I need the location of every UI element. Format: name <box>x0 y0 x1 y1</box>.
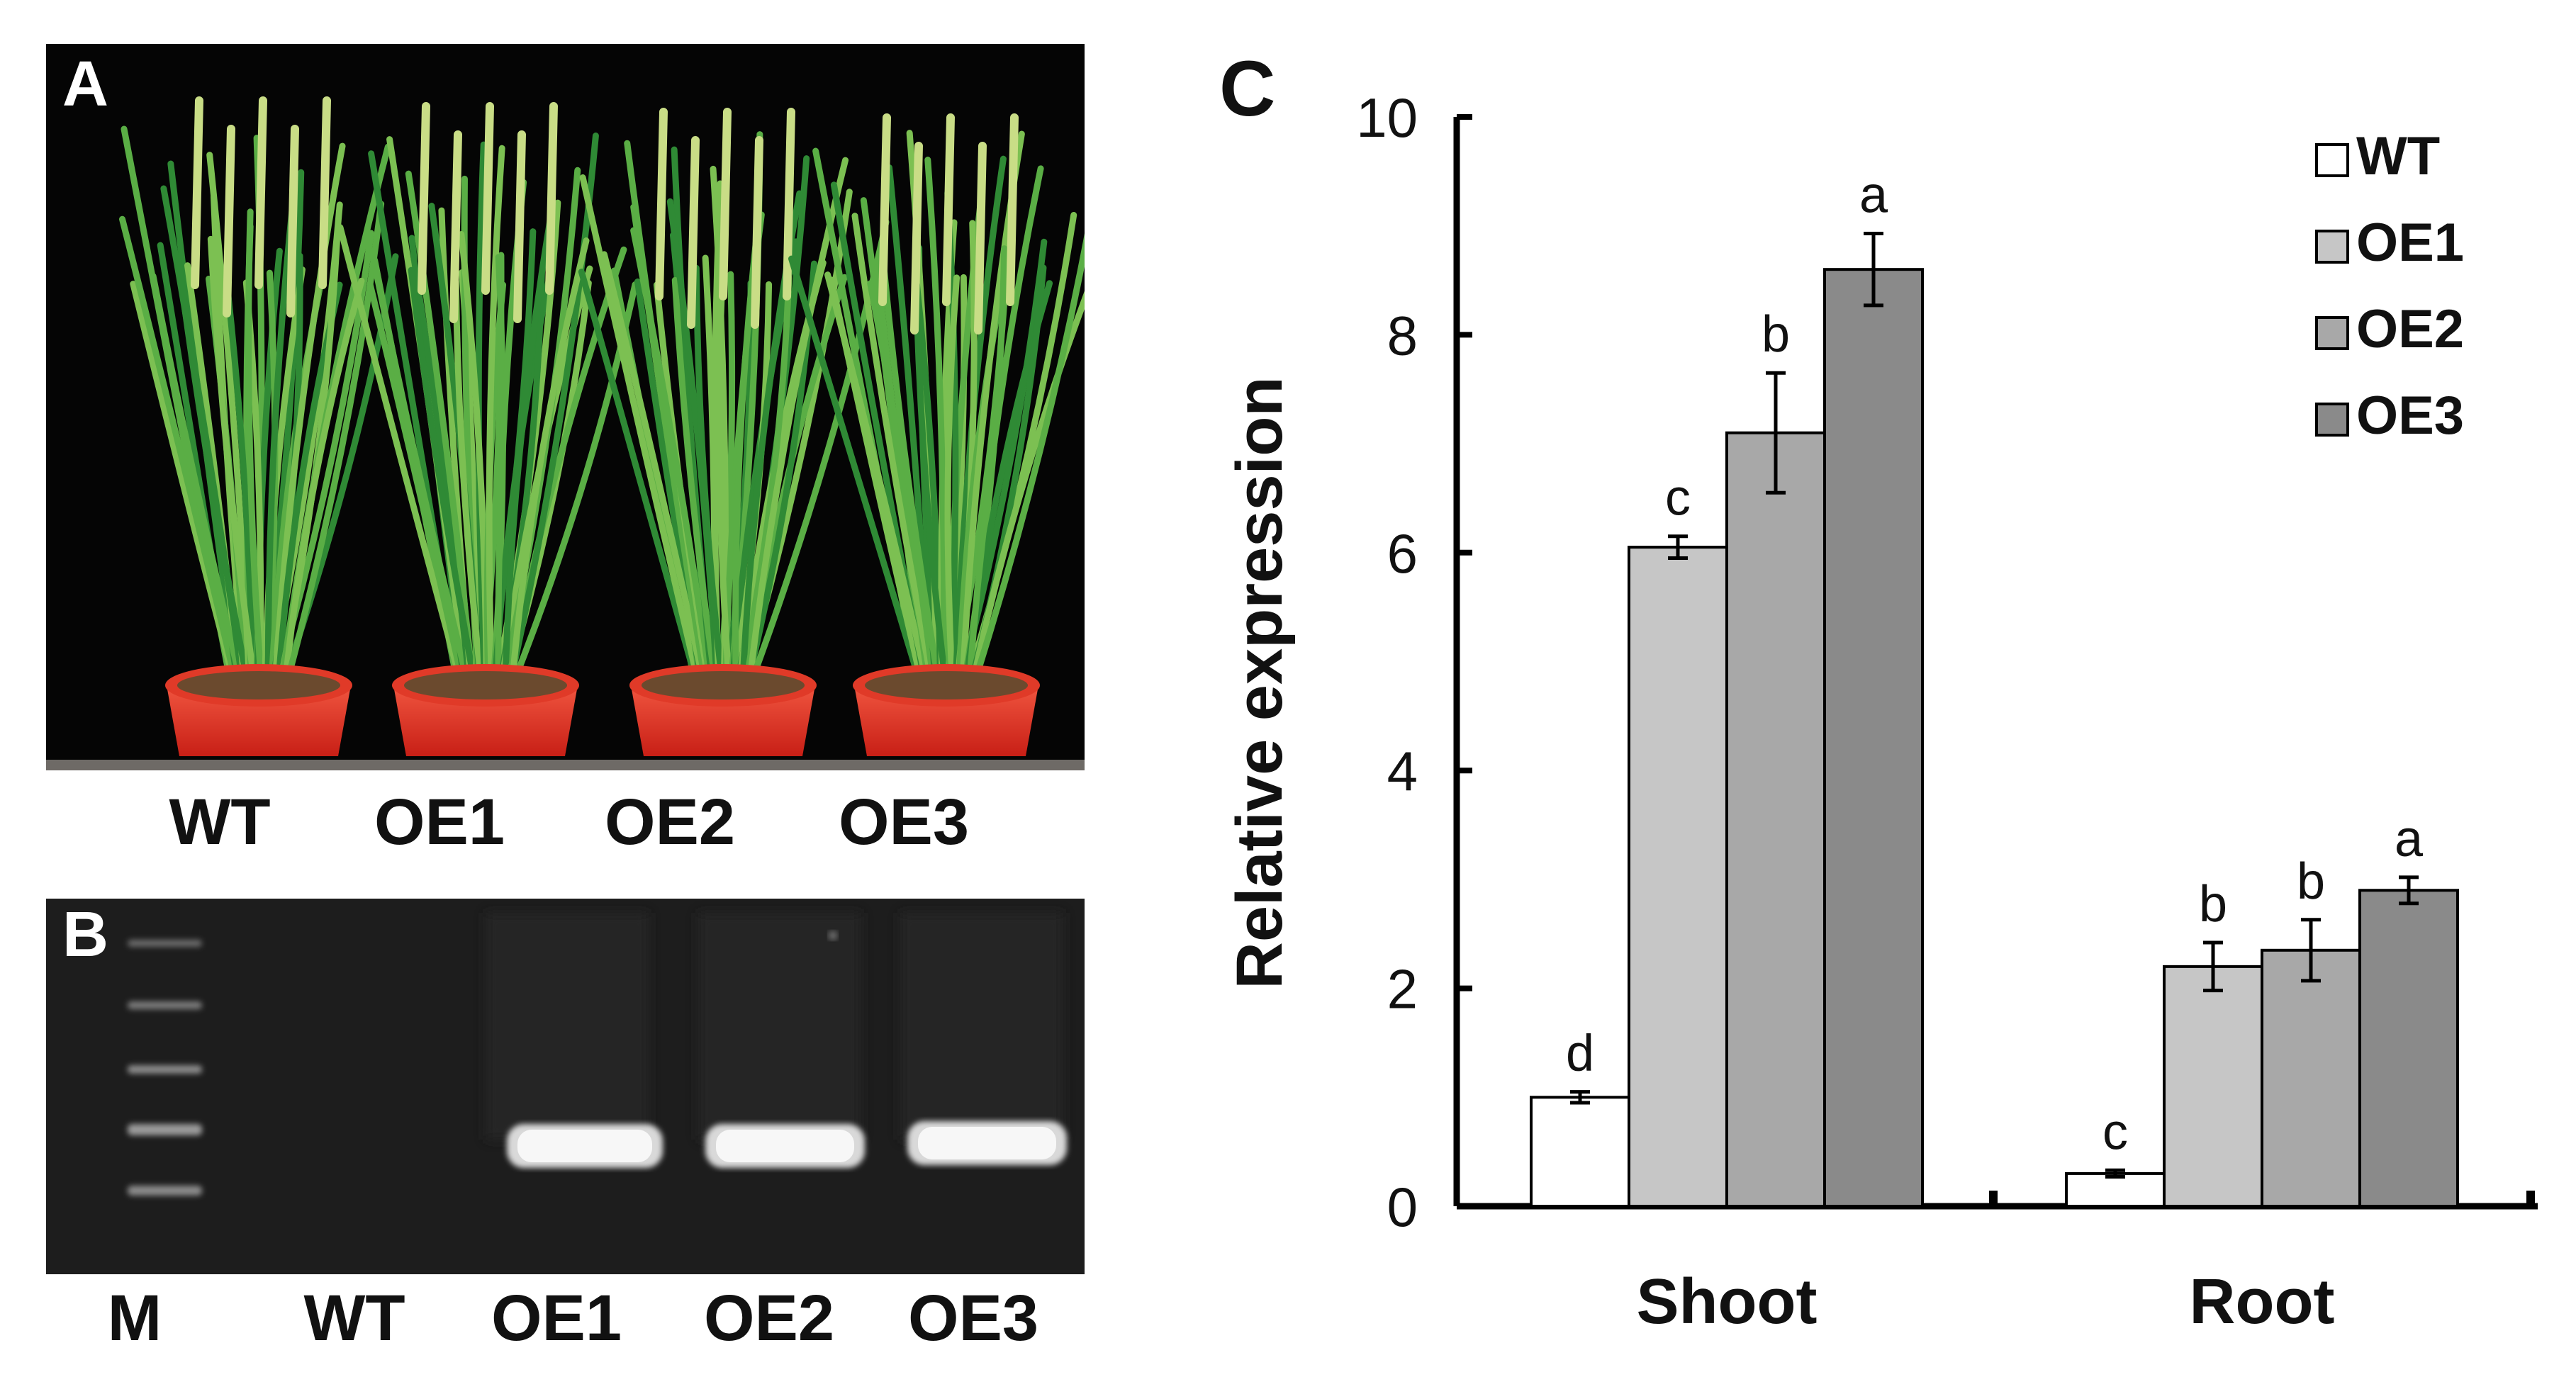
x-category-label: Root <box>2190 1266 2335 1337</box>
legend-swatch-oe2 <box>2315 316 2349 350</box>
y-tick-label: 2 <box>1387 958 1418 1021</box>
expression-chart: 0 2 4 6 8 10 Relative expression Shoot Root d c b a… <box>1191 71 2573 1373</box>
rice-plant <box>337 102 639 756</box>
significance-letter: b <box>2199 876 2227 933</box>
gel-label-m: M <box>107 1282 162 1354</box>
y-tick-label: 8 <box>1387 304 1418 366</box>
legend-swatch-oe3 <box>2315 403 2349 437</box>
bar-wt-root <box>2065 1171 2166 1208</box>
bar-oe3-shoot <box>1823 268 1924 1208</box>
plant-label-oe1: OE1 <box>374 786 505 858</box>
y-tick-label: 10 <box>1356 86 1418 149</box>
significance-letter: b <box>2297 853 2325 910</box>
plant-label-oe3: OE3 <box>838 786 970 858</box>
significance-letter: d <box>1566 1025 1594 1082</box>
product-bands <box>507 1121 1067 1168</box>
bar-oe3-root <box>2358 889 2459 1208</box>
plant-photo-panel <box>46 44 1100 770</box>
legend-label-oe2: OE2 <box>2356 299 2464 359</box>
significance-letter: b <box>1762 306 1790 363</box>
gel-label-oe1: OE1 <box>491 1282 622 1354</box>
plant-label-wt: WT <box>169 786 271 858</box>
gel-label-wt: WT <box>303 1282 405 1354</box>
significance-letter: c <box>2102 1103 2128 1160</box>
bar-oe2-root <box>2261 948 2361 1208</box>
significance-letter: a <box>1859 167 1888 223</box>
rice-plant <box>788 113 1100 756</box>
gel-label-oe3: OE3 <box>907 1282 1039 1354</box>
y-tick-label: 0 <box>1387 1176 1418 1238</box>
legend-label-wt: WT <box>2356 126 2440 186</box>
panel-b-letter: B <box>62 899 108 970</box>
bar-oe2-shoot <box>1725 431 1826 1208</box>
agarose-gel-image <box>46 899 1085 1274</box>
significance-letter: a <box>2395 811 2424 867</box>
rice-plant <box>578 108 890 756</box>
significance-letter: c <box>1665 470 1691 527</box>
gel-label-oe2: OE2 <box>703 1282 835 1354</box>
legend-label-oe3: OE3 <box>2356 386 2464 446</box>
y-tick-label: 4 <box>1387 740 1418 802</box>
y-tick-label: 6 <box>1387 522 1418 585</box>
y-axis-label: Relative expression <box>1223 376 1296 989</box>
panel-a-letter: A <box>62 49 108 120</box>
bar-oe1-root <box>2163 965 2263 1208</box>
x-category-label: Shoot <box>1637 1266 1818 1337</box>
rice-plant <box>119 96 399 756</box>
legend-label-oe1: OE1 <box>2356 213 2464 273</box>
gel-panel <box>46 899 1085 1274</box>
rice-plants-photo <box>46 44 1100 770</box>
legend-swatch-oe1 <box>2315 230 2349 264</box>
marker-ladder <box>128 940 202 1196</box>
panel-c-letter: C <box>1219 45 1276 133</box>
legend-swatch-wt <box>2315 143 2349 177</box>
bar-wt-shoot <box>1530 1096 1630 1208</box>
expression-bar-chart: 0 2 4 6 8 10 Relative expression Shoot Root d c b a… <box>1223 86 2538 1337</box>
bar-oe1-shoot <box>1628 546 1728 1208</box>
plant-label-oe2: OE2 <box>604 786 736 858</box>
